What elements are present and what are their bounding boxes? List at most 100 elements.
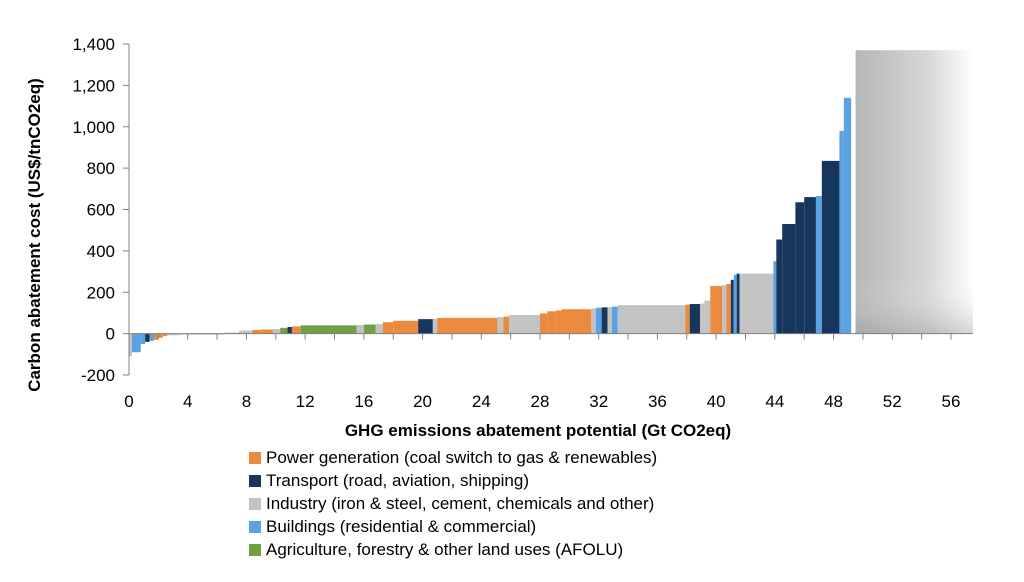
legend-swatch <box>249 497 261 510</box>
chart-legend: Power generation (coal switch to gas & r… <box>249 446 657 561</box>
bar-power <box>539 313 548 334</box>
bar-power <box>393 320 419 334</box>
bar-buildings <box>595 307 602 334</box>
bar-power <box>437 317 498 334</box>
bar-industry <box>356 324 364 334</box>
legend-item-buildings: Buildings (residential & commercial) <box>249 515 657 538</box>
bar-industry <box>167 333 181 336</box>
bar-buildings <box>773 261 777 334</box>
bar-transport <box>689 304 700 334</box>
legend-swatch <box>249 474 261 487</box>
x-tick-label: 20 <box>413 392 432 411</box>
y-tick-label: 1,200 <box>72 76 115 95</box>
bar-industry <box>699 303 705 334</box>
bar-industry <box>739 273 774 334</box>
x-tick-label: 44 <box>765 392 784 411</box>
bar-buildings <box>140 333 146 344</box>
x-tick-label: 56 <box>942 392 961 411</box>
bar-industry <box>722 285 727 334</box>
x-tick-label: 32 <box>589 392 608 411</box>
y-tick-label: 1,000 <box>72 118 115 137</box>
bar-transport <box>287 327 292 334</box>
bar-buildings <box>149 333 154 341</box>
bar-transport <box>804 197 816 334</box>
legend-label: Agriculture, forestry & other land uses … <box>266 539 624 559</box>
bar-transport <box>782 223 796 334</box>
y-tick-label: 400 <box>87 242 115 261</box>
bar-power <box>562 309 592 334</box>
legend-label: Transport (road, aviation, shipping) <box>266 470 530 490</box>
bar-power <box>252 329 262 334</box>
bar-transport <box>795 202 805 334</box>
bar-transport <box>736 273 740 334</box>
bar-transport <box>821 160 840 334</box>
legend-item-industry: Industry (iron & steel, cement, chemical… <box>249 492 657 515</box>
legend-item-power: Power generation (coal switch to gas & r… <box>249 446 657 469</box>
bar-buildings <box>815 196 822 334</box>
y-tick-label: 800 <box>87 159 115 178</box>
bar-transport <box>145 333 150 342</box>
bar-afolu <box>363 324 376 334</box>
legend-swatch <box>249 520 261 533</box>
x-axis-title: GHG emissions abatement potential (Gt CO… <box>345 421 731 440</box>
legend-item-afolu: Agriculture, forestry & other land uses … <box>249 538 657 561</box>
bar-industry <box>224 332 240 334</box>
bar-industry <box>239 330 253 334</box>
bar-industry <box>180 333 225 335</box>
bar-power <box>162 333 168 337</box>
bar-afolu <box>300 325 357 334</box>
bar-buildings <box>839 130 844 334</box>
bar-power <box>547 311 557 334</box>
bar-industry <box>617 305 686 334</box>
bar-buildings <box>131 333 141 353</box>
x-tick-label: 40 <box>707 392 726 411</box>
bar-buildings <box>733 274 737 334</box>
bar-transport <box>776 239 783 334</box>
bar-industry <box>591 308 596 334</box>
x-tick-label: 24 <box>472 392 491 411</box>
y-tick-label: 1,400 <box>72 35 115 54</box>
legend-label: Power generation (coal switch to gas & r… <box>266 447 658 467</box>
bar-industry <box>509 315 540 334</box>
x-tick-label: 16 <box>354 392 373 411</box>
y-axis-title: Carbon abatement cost (US$/tnCO2eq) <box>25 78 44 392</box>
x-tick-label: 12 <box>296 392 315 411</box>
bar-power <box>726 283 731 334</box>
bar-industry <box>272 329 281 334</box>
bar-power <box>685 304 690 334</box>
x-tick-label: 52 <box>883 392 902 411</box>
y-tick-label: 200 <box>87 283 115 302</box>
x-tick-label: 28 <box>531 392 550 411</box>
bar-buildings <box>611 306 618 334</box>
bar-industry <box>375 324 383 334</box>
shaded-region-edge <box>855 50 973 334</box>
bar-power <box>261 329 273 334</box>
legend-item-transport: Transport (road, aviation, shipping) <box>249 469 657 492</box>
bar-power <box>153 333 159 340</box>
bar-industry <box>497 317 504 334</box>
y-tick-label: 600 <box>87 201 115 220</box>
x-tick-label: 0 <box>124 392 133 411</box>
bar-power <box>503 316 510 334</box>
bar-power <box>382 322 394 334</box>
bar-transport <box>418 319 433 334</box>
x-tick-label: 4 <box>183 392 192 411</box>
bar-industry <box>129 333 132 357</box>
legend-swatch <box>249 543 261 556</box>
x-tick-label: 48 <box>824 392 843 411</box>
x-tick-label: 8 <box>242 392 251 411</box>
bar-transport <box>730 279 734 334</box>
legend-label: Buildings (residential & commercial) <box>266 516 537 536</box>
x-tick-label: 36 <box>648 392 667 411</box>
y-tick-label: -200 <box>81 366 115 385</box>
bar-power <box>710 286 723 334</box>
legend-label: Industry (iron & steel, cement, chemical… <box>266 493 655 513</box>
bar-power <box>556 310 563 334</box>
bar-transport <box>601 307 608 334</box>
y-tick-label: 0 <box>106 325 115 344</box>
legend-swatch <box>249 451 261 464</box>
bar-power <box>158 333 163 338</box>
bar-industry <box>704 300 711 334</box>
bar-buildings <box>843 97 852 334</box>
